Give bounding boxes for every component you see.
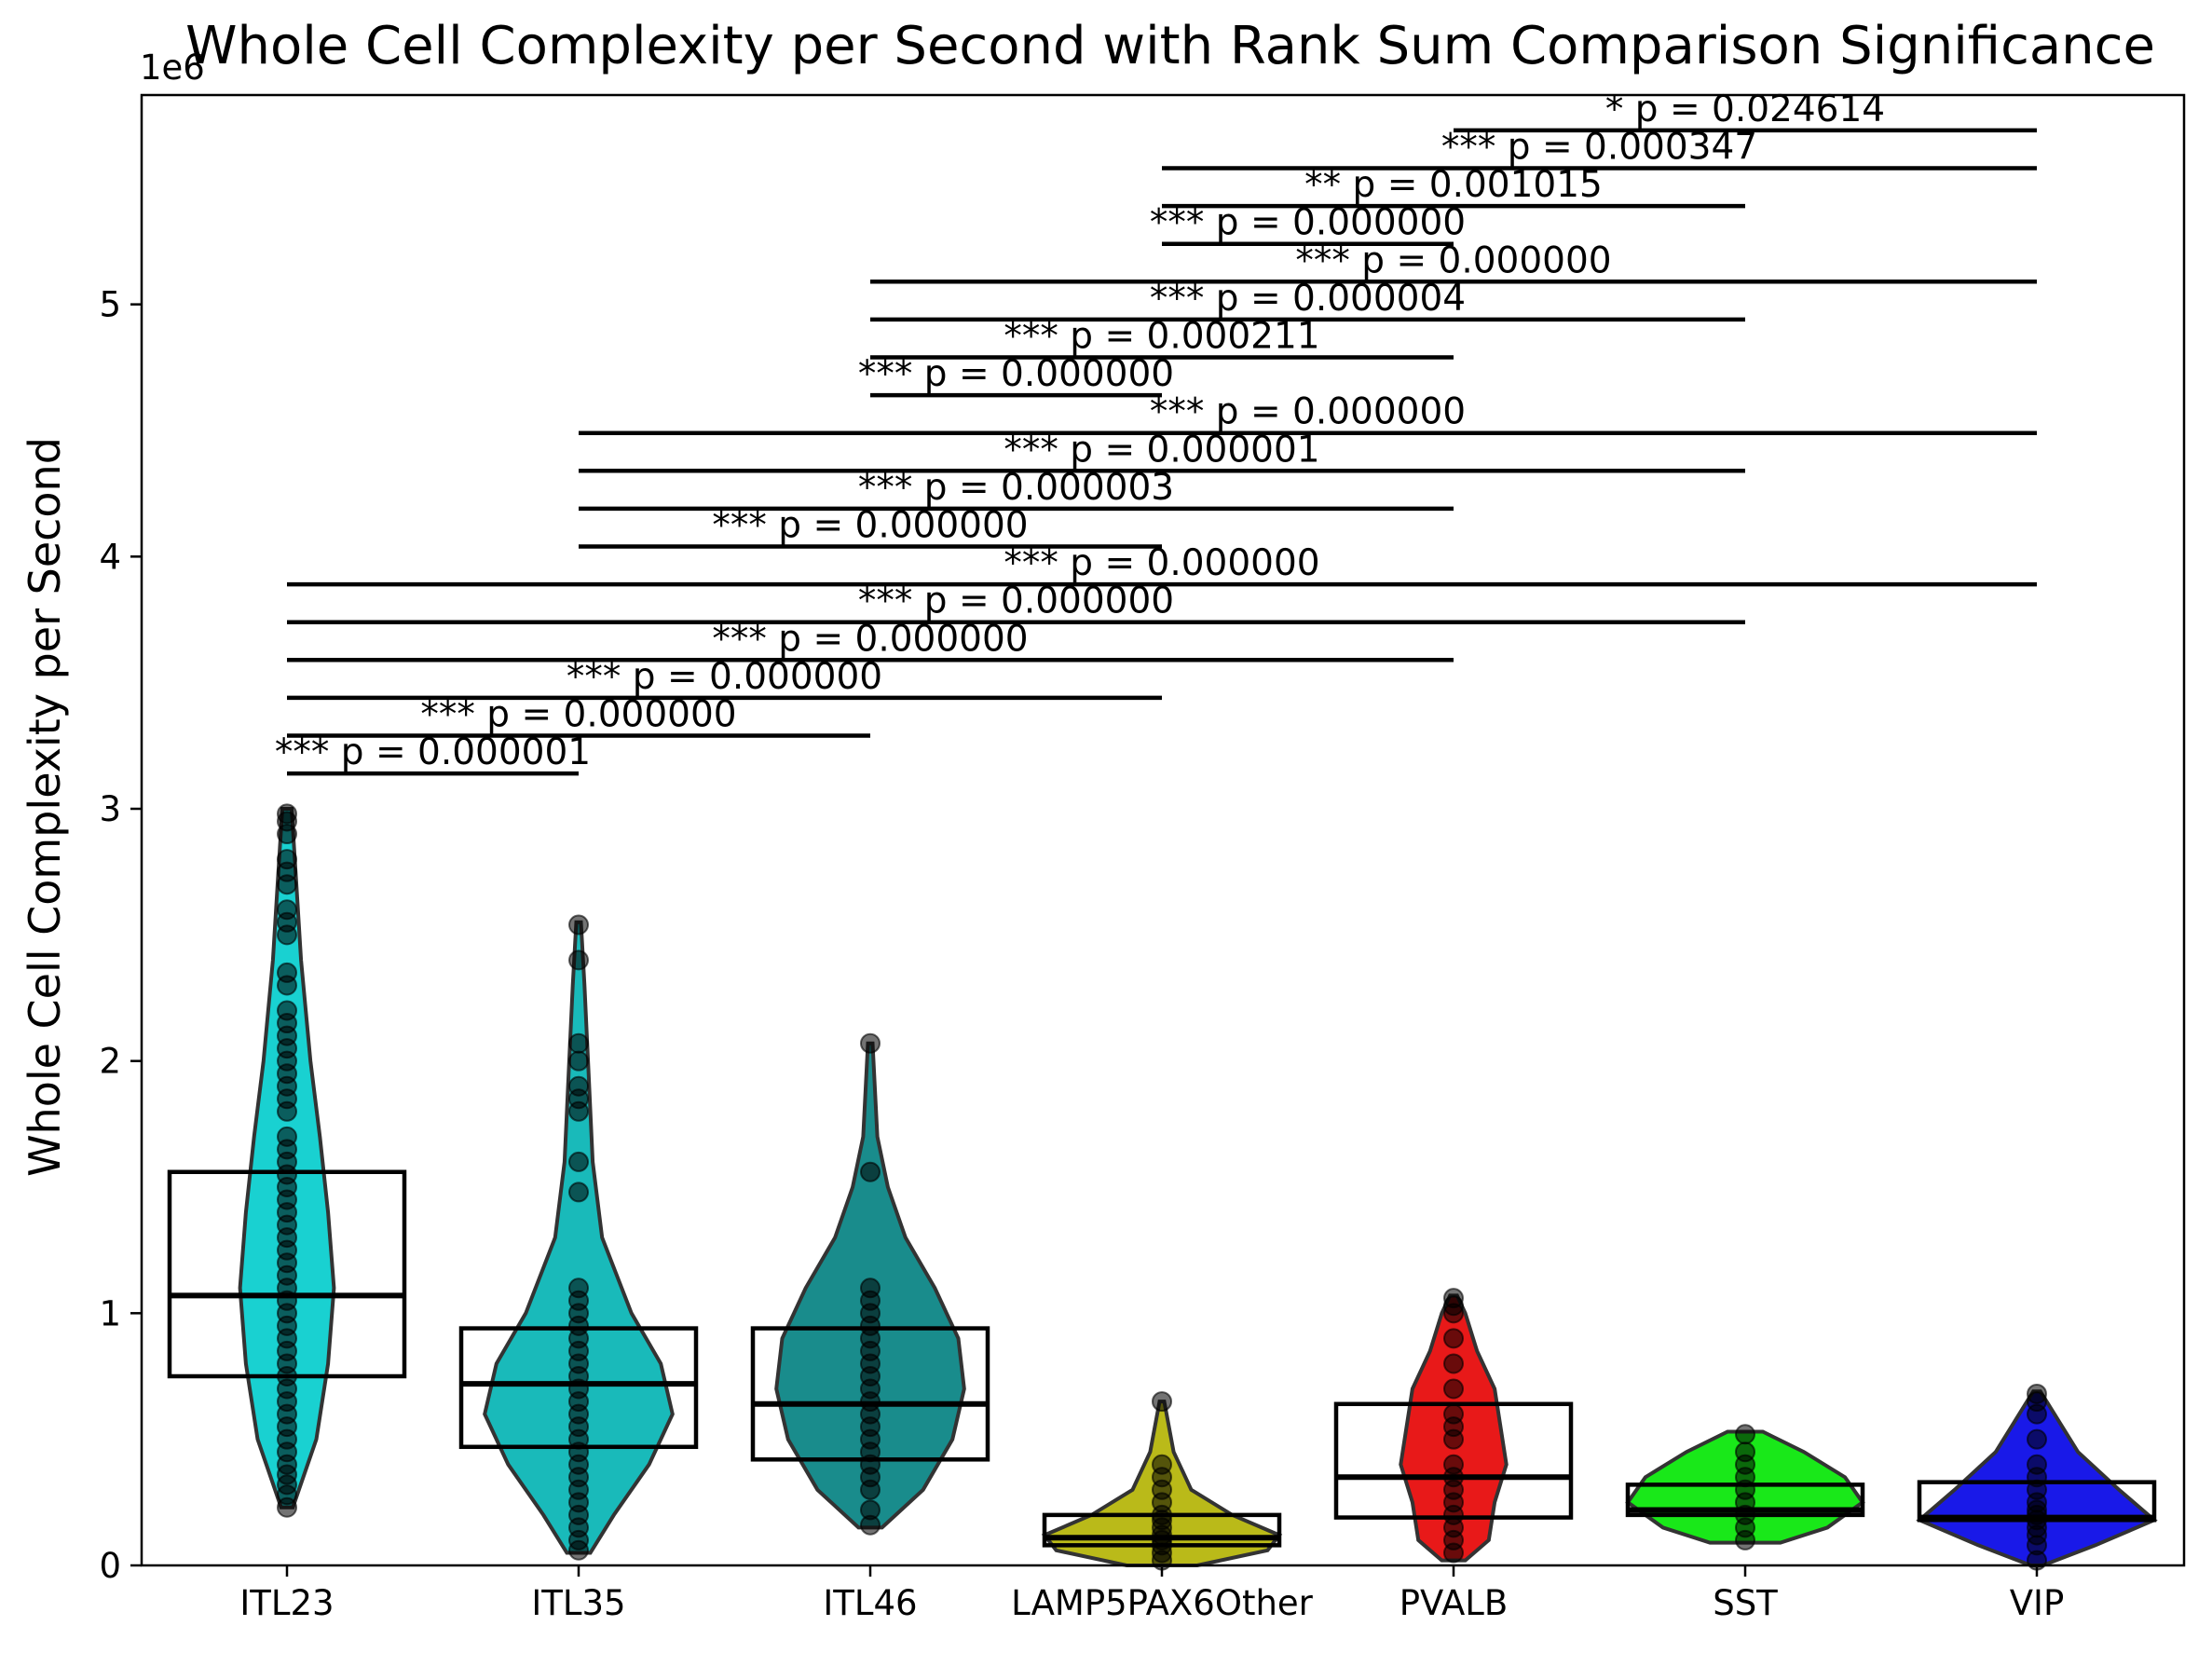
y-tick-label-2: 2 (99, 1042, 121, 1082)
significance-label-0: *** p = 0.000001 (275, 731, 591, 773)
y-tick-label-3: 3 (99, 789, 121, 829)
significance-label-12: *** p = 0.000004 (1150, 278, 1466, 320)
significance-label-7: *** p = 0.000003 (858, 467, 1174, 509)
x-tick-label-6: VIP (2010, 1583, 2065, 1623)
data-point-PVALB-10 (1443, 1403, 1464, 1425)
x-tick-label-1: ITL35 (531, 1583, 625, 1623)
data-point-ITL35-29 (568, 949, 589, 971)
significance-label-2: *** p = 0.000000 (567, 656, 882, 698)
data-point-ITL46-1 (860, 1499, 881, 1521)
data-point-VIP-10 (2027, 1454, 2047, 1475)
data-point-ITL46-19 (860, 1161, 881, 1182)
data-point-PVALB-7 (1443, 1454, 1464, 1475)
data-point-ITL35-21 (568, 1277, 589, 1299)
significance-label-11: *** p = 0.000211 (1004, 315, 1319, 357)
data-point-ITL23-50 (277, 803, 297, 825)
data-point-PVALB-16 (1443, 1288, 1464, 1309)
data-point-SST-8 (1735, 1424, 1755, 1445)
significance-label-16: *** p = 0.000347 (1441, 126, 1757, 168)
data-point-ITL23-30 (277, 1126, 297, 1147)
data-point-ITL35-23 (568, 1151, 589, 1172)
data-point-ITL35-30 (568, 914, 589, 936)
significance-label-10: *** p = 0.000000 (858, 353, 1174, 395)
significance-label-14: *** p = 0.000000 (1150, 202, 1466, 244)
data-point-ITL35-28 (568, 1032, 589, 1054)
y-axis-label: Whole Cell Complexity per Second (20, 437, 70, 1177)
x-tick-label-5: SST (1713, 1583, 1778, 1623)
data-point-ITL35-26 (568, 1075, 589, 1097)
y-offset-label: 1e6 (140, 48, 205, 88)
y-tick-label-1: 1 (99, 1293, 121, 1333)
data-point-PVALB-12 (1443, 1353, 1464, 1374)
data-point-VIP-11 (2027, 1428, 2047, 1450)
chart-title: Whole Cell Complexity per Second with Ra… (185, 16, 2155, 76)
significance-label-13: *** p = 0.000000 (1295, 239, 1611, 281)
data-point-ITL35-27 (568, 1050, 589, 1072)
data-point-ITL23-41 (277, 962, 297, 983)
significance-label-9: *** p = 0.000000 (1150, 391, 1466, 433)
plot-frame (140, 93, 2186, 1567)
data-point-ITL23-47 (277, 849, 297, 870)
significance-label-3: *** p = 0.000000 (712, 618, 1028, 660)
data-point-LAMP5PAX6Other-11 (1152, 1454, 1172, 1475)
x-tick-label-3: LAMP5PAX6Other (1011, 1583, 1314, 1623)
data-point-SST-7 (1735, 1441, 1755, 1463)
significance-label-5: *** p = 0.000000 (1004, 542, 1319, 584)
x-tick-label-4: PVALB (1400, 1583, 1509, 1623)
significance-label-4: *** p = 0.000000 (858, 581, 1174, 622)
plot-marks: 0 1 2 3 4 5 ITL23 ITL35 ITL46 LAMP5PAX6Other PVALB… (99, 89, 2158, 1623)
significance-label-8: *** p = 0.000001 (1004, 429, 1319, 471)
significance-label-1: *** p = 0.000000 (420, 693, 736, 735)
y-tick-label-0: 0 (99, 1546, 121, 1586)
x-tick-label-2: ITL46 (823, 1583, 917, 1623)
significance-label-15: ** p = 0.001015 (1304, 164, 1603, 206)
x-tick-label-0: ITL23 (239, 1583, 334, 1623)
data-point-ITL46-20 (860, 1032, 881, 1054)
data-point-LAMP5PAX6Other-12 (1152, 1391, 1172, 1413)
data-point-ITL46-18 (860, 1277, 881, 1299)
data-point-PVALB-13 (1443, 1328, 1464, 1349)
data-point-ITL23-39 (277, 1000, 297, 1021)
significance-label-6: *** p = 0.000000 (712, 504, 1028, 546)
data-point-VIP-14 (2027, 1383, 2047, 1404)
data-point-ITL35-22 (568, 1182, 589, 1203)
y-tick-label-4: 4 (99, 537, 121, 577)
data-point-ITL23-44 (277, 899, 297, 921)
data-point-PVALB-11 (1443, 1378, 1464, 1400)
y-tick-label-5: 5 (99, 285, 121, 325)
